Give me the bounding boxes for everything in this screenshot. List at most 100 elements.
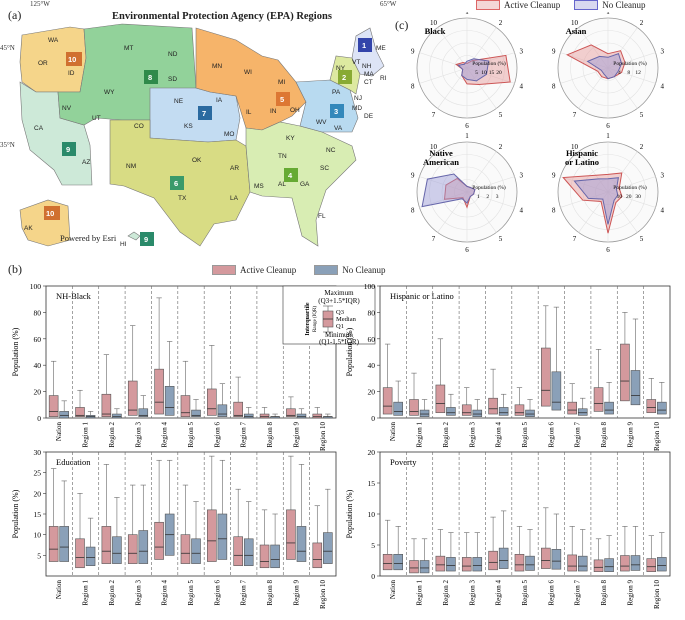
radar-axis-label: 9 [411,47,415,55]
radar-title: Native [429,148,453,158]
box-active [567,401,577,415]
radar-spoke [560,176,609,193]
radar-axis-label: 10 [571,19,579,27]
radar-active-area [562,172,623,234]
box-active [75,407,85,417]
radar-axis-label: 3 [660,171,664,179]
radar-axis-label: 5 [499,111,503,119]
radar-none-area [573,177,620,225]
radar-spoke [560,67,609,84]
box-none [630,370,641,406]
svg-text:10: 10 [68,55,76,64]
radar-spoke [607,191,638,233]
box-active [101,393,112,417]
radar-axis-label: 4 [519,83,523,91]
radar-title: or Latino [565,157,599,167]
box-none [472,557,483,572]
box-active [154,368,164,415]
schematic-iqr2: Range (IQR) [313,306,318,332]
y-tick-label: 0 [371,572,375,581]
coord-35n: 35°N [0,141,15,149]
box-active [461,404,472,416]
box-active [312,413,323,419]
box-active [286,408,296,417]
region-badge-5 [276,92,290,106]
svg-text:CO: CO [134,123,144,130]
schematic-maximum-def: (Q3+1.5*IQR) [318,297,360,305]
radar-axis-label: 2 [499,143,503,151]
radar-axis-label: 2 [640,143,644,151]
box-active [259,413,270,419]
y-tick-label: 0 [37,414,41,423]
box-active [541,347,551,407]
x-tick-label: Region 7 [574,580,582,606]
radar-axis-label: 9 [552,47,556,55]
radar-title: Black [425,26,446,36]
map-title: Environmental Protection Agency (EPA) Re… [112,11,332,22]
x-tick-label: Region 3 [134,580,142,606]
radar-axis-label: 10 [571,143,579,151]
x-tick-label: Region 3 [468,580,476,606]
x-tick-label: Region 2 [108,580,116,606]
svg-text:ND: ND [168,51,178,58]
radar-tick-label: 4 [618,70,621,76]
radar-axis-label: 8 [411,83,415,91]
radar-spoke [466,67,515,84]
box-none [419,409,430,417]
svg-text:PA: PA [332,89,341,96]
y-tick-label: 60 [34,335,42,344]
box-legend-none-label: No Cleanup [342,265,386,275]
box-none [446,407,456,416]
x-tick-label: Region 9 [292,580,300,606]
box-none [112,536,122,564]
y-tick-label: 10 [368,510,376,519]
box-active [593,387,604,412]
radar-axis-label: 3 [519,171,523,179]
radar-axis-label: 7 [432,111,436,119]
svg-text:MO: MO [224,131,234,138]
svg-text:WV: WV [316,119,327,126]
radar-axis-label: 3 [660,47,664,55]
radar-active-area [455,54,511,86]
radar-tick-label: 10 [617,194,623,200]
x-tick-label: Region 4 [495,580,503,606]
box-none [217,404,228,417]
box-none [393,401,403,416]
box-none [551,371,562,411]
radar-axis-label: 7 [573,235,577,243]
svg-text:RI: RI [380,75,387,82]
region-badge-9 [62,142,76,156]
x-tick-label: Region 10 [319,422,327,451]
svg-text:5: 5 [280,95,284,104]
panel-title: Poverty [390,457,417,467]
hawaii-shape [127,231,141,241]
box-none [657,401,667,415]
box-active [409,399,419,416]
radar-legend-active-swatch [476,0,500,10]
svg-text:6: 6 [174,179,178,188]
radar-tick-label: 10 [481,70,487,76]
radar-spoke [437,27,468,69]
x-tick-label: Region 8 [600,580,608,606]
radar-spoke [607,67,656,84]
box-active [514,553,525,572]
radar-axis-label: 9 [411,171,415,179]
svg-text:NV: NV [62,105,72,112]
radar-axis-label: 3 [519,47,523,55]
box-none [191,538,201,564]
radar-spoke [419,191,468,208]
box-none [191,409,201,417]
radar-tick-title: Population (%) [613,60,647,67]
x-tick-label: Region 6 [213,422,221,448]
radar-axis-label: 6 [465,122,469,130]
radar-axis-label: 8 [552,207,556,215]
region-badge-2 [338,70,352,84]
y-tick-label: 0 [371,414,375,423]
box-none [243,413,254,419]
region-badge-8 [144,70,158,84]
svg-text:MD: MD [352,105,362,112]
radar-none-area [586,52,623,80]
